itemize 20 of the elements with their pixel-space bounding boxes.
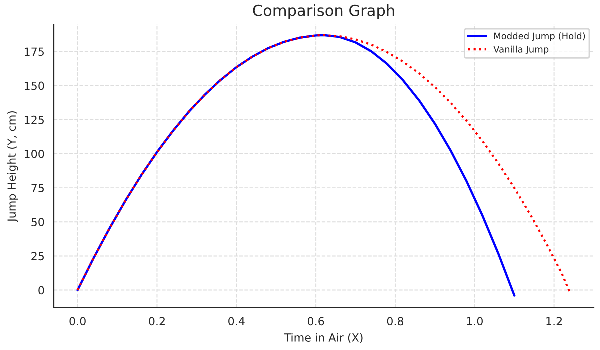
y-tick-label: 175 (24, 48, 44, 56)
x-tick-label: 0.4 (228, 317, 245, 326)
x-tick-label: 0.6 (308, 317, 324, 326)
y-tick-label: 100 (24, 150, 44, 158)
y-axis-title: Jump Height (Y, cm) (7, 111, 18, 223)
y-tick-label: 0 (38, 286, 44, 295)
y-tick-label: 75 (32, 184, 44, 192)
y-tick-label: 50 (32, 218, 44, 227)
x-tick-label: 0.8 (387, 317, 404, 326)
chart-title: Comparison Graph (253, 4, 394, 20)
x-axis-title: Time in Air (X) (284, 333, 363, 344)
y-tick-label: 125 (24, 116, 44, 124)
x-tick-label: 1.0 (467, 317, 483, 326)
y-tick-label: 150 (24, 82, 44, 90)
legend-label: Vanilla Jump (494, 46, 549, 55)
x-tick-label: 0.2 (149, 317, 165, 326)
legend-label: Modded Jump (Hold) (494, 32, 586, 42)
x-tick-label: 0.0 (70, 317, 86, 326)
x-tick-label: 1.2 (546, 317, 562, 326)
y-tick-label: 25 (32, 252, 44, 261)
